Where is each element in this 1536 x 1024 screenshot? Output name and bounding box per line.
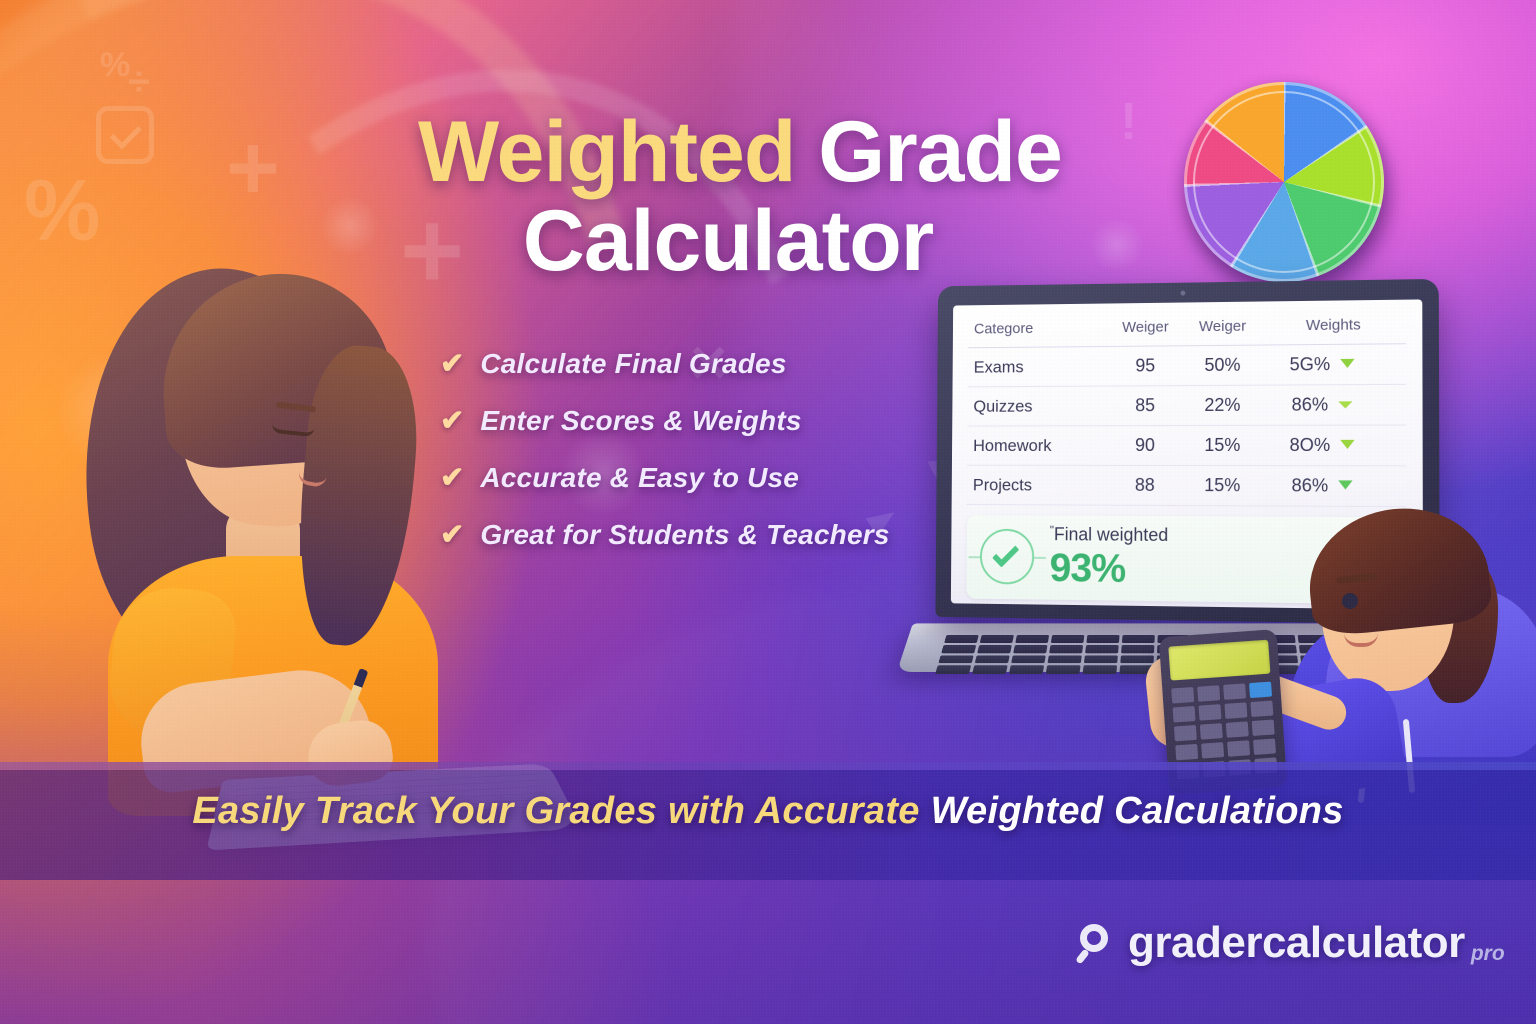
grade-table: Categore Weiger Weiger Weights Exams 95 … (966, 309, 1407, 507)
column-header-score: Weiger (1107, 312, 1184, 347)
pie-chart (1184, 82, 1394, 296)
cell-category: Exams (967, 346, 1108, 387)
cell-weight: 22% (1183, 385, 1262, 426)
webcam-icon (1180, 290, 1186, 296)
cell-score: 95 (1106, 345, 1184, 387)
table-row: Exams 95 50% 5G% (967, 343, 1406, 387)
cell-weighted: 86% (1261, 384, 1407, 426)
title-rest: Grade (795, 104, 1063, 200)
cell-score: 90 (1106, 425, 1184, 466)
column-header-weight: Weiger (1183, 311, 1262, 346)
cell-weighted-value: 86% (1291, 394, 1329, 415)
brand-logo[interactable]: gradercalculator pro (1075, 918, 1505, 968)
logo-suffix: pro (1470, 942, 1505, 965)
table-row: Homework 90 15% 8O% (967, 425, 1407, 466)
cell-weighted-value: 8O% (1289, 434, 1331, 456)
cell-weighted: 8O% (1261, 425, 1407, 466)
table-header-row: Categore Weiger Weiger Weights (968, 309, 1406, 348)
trend-marker-icon (1340, 358, 1355, 369)
title-highlight: Weighted (418, 104, 796, 200)
cell-category: Quizzes (967, 386, 1107, 427)
tagline-rest: Weighted Calculations (919, 790, 1344, 832)
cell-category: Homework (967, 425, 1107, 466)
column-header-weights: Weights (1261, 309, 1406, 346)
check-icon: ✔ (440, 347, 465, 380)
cell-weight: 50% (1183, 345, 1262, 386)
cell-weight: 15% (1183, 465, 1262, 506)
cell-weighted: 86% (1261, 465, 1407, 507)
cell-weighted-value: 86% (1291, 475, 1329, 496)
column-header-category: Categore (968, 313, 1108, 348)
feature-list: ✔ Calculate Final Grades ✔ Enter Scores … (440, 348, 1000, 576)
list-item: ✔ Enter Scores & Weights (440, 405, 1000, 437)
feature-label: Enter Scores & Weights (480, 405, 802, 436)
title-line-2: Calculator (522, 192, 935, 289)
tagline: Easily Track Your Grades with Accurate W… (0, 790, 1536, 833)
cell-category: Projects (966, 465, 1107, 506)
page-title: Weighted Grade Calculator (418, 108, 1158, 285)
trend-marker-icon (1340, 439, 1355, 449)
title-line-1: Weighted Grade (418, 108, 1158, 197)
table-row: Quizzes 85 22% 86% (967, 384, 1407, 427)
calculator-display (1168, 639, 1271, 681)
boy-mouth (1344, 633, 1378, 647)
tagline-band (0, 762, 1536, 880)
logo-name: gradercalculator (1128, 918, 1465, 967)
check-icon: ✔ (440, 461, 465, 494)
feature-label: Great for Students & Teachers (480, 519, 890, 550)
cell-weight: 15% (1183, 425, 1262, 466)
cell-score: 88 (1106, 465, 1184, 506)
success-check-icon (979, 529, 1035, 585)
cell-weighted: 5G% (1261, 343, 1406, 386)
boy-hair (1302, 499, 1494, 639)
trend-marker-icon (1338, 401, 1353, 409)
magnifier-icon (1075, 924, 1116, 965)
list-item: ✔ Accurate & Easy to Use (440, 462, 1000, 494)
tagline-band-glow (0, 762, 1536, 770)
cell-score: 85 (1106, 385, 1184, 426)
trend-marker-icon (1338, 480, 1353, 490)
list-item: ✔ Great for Students & Teachers (440, 519, 1000, 551)
table-row: Projects 88 15% 86% (966, 465, 1407, 507)
student-girl-illustration (40, 236, 582, 851)
boy-eye (1342, 593, 1358, 609)
check-icon: ✔ (440, 518, 465, 551)
feature-label: Accurate & Easy to Use (480, 462, 800, 493)
pie-chart-ring (1193, 91, 1375, 273)
check-icon: ✔ (440, 404, 465, 437)
cell-weighted-value: 5G% (1289, 353, 1331, 375)
tagline-highlight: Easily Track Your Grades with Accurate (192, 790, 920, 832)
student-boy-illustration (1130, 499, 1536, 825)
feature-label: Calculate Final Grades (480, 348, 787, 379)
list-item: ✔ Calculate Final Grades (440, 348, 1000, 380)
